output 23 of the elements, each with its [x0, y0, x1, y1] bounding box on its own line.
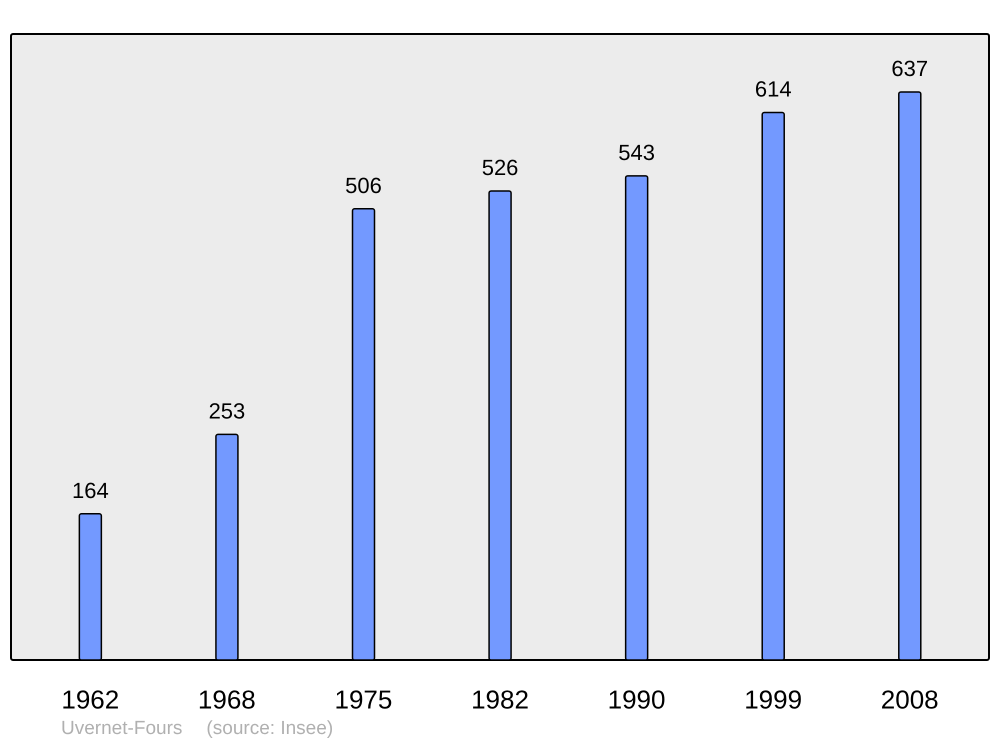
x-tick-label: 1962 [61, 684, 120, 714]
bar [761, 112, 785, 661]
data-label: 526 [482, 154, 518, 180]
data-label: 614 [754, 76, 792, 102]
bar [78, 513, 102, 661]
bar [352, 208, 376, 661]
data-label: 506 [345, 172, 382, 198]
x-tick-label: 1975 [334, 684, 392, 714]
bar [215, 434, 239, 661]
x-tick-label: 1999 [744, 684, 802, 714]
data-label: 637 [891, 56, 928, 81]
text: Uvernet-Fours [61, 718, 182, 739]
x-tick-label: 1982 [471, 684, 529, 714]
data-label: 543 [618, 140, 656, 165]
data-label: 253 [208, 398, 246, 424]
data-label: 164 [72, 478, 109, 503]
x-tick-label: 2008 [880, 684, 939, 714]
bar [898, 91, 922, 661]
text: (source: Insee) [206, 718, 334, 739]
bar [488, 190, 512, 661]
x-tick-label: 1990 [608, 684, 666, 714]
x-tick-label: 1968 [198, 684, 256, 714]
bar [624, 175, 648, 661]
